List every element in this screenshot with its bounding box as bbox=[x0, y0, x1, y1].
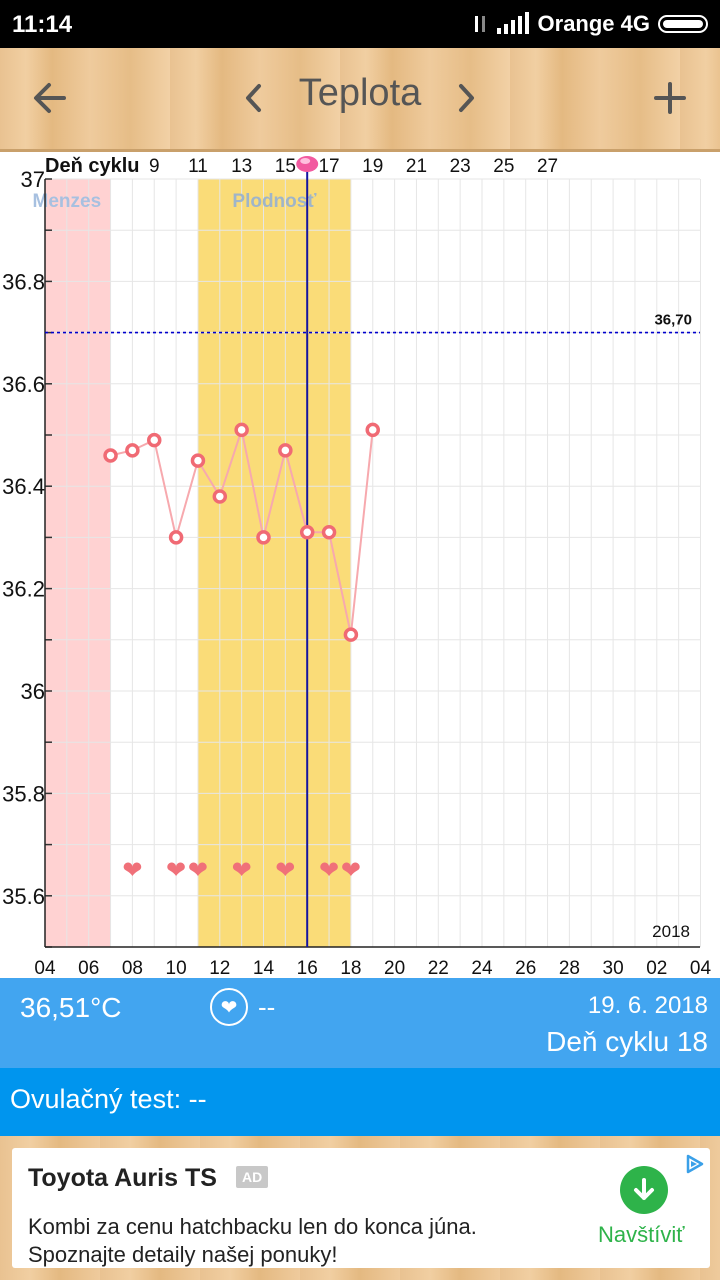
ovulation-test-bar[interactable]: Ovulačný test: -- bbox=[0, 1068, 720, 1136]
signal-icon bbox=[496, 12, 529, 34]
x-tick-label: 18 bbox=[340, 958, 361, 978]
y-tick-label: 36.8 bbox=[2, 269, 45, 294]
x-tick-label: 02 bbox=[646, 958, 667, 978]
cycle-tick-label: 27 bbox=[537, 156, 558, 177]
threshold-label: 36,70 bbox=[654, 312, 692, 329]
add-button[interactable] bbox=[642, 70, 698, 126]
y-tick-label: 36.4 bbox=[2, 474, 45, 499]
download-icon[interactable] bbox=[620, 1166, 668, 1214]
y-tick-label: 37 bbox=[21, 167, 45, 192]
back-button[interactable] bbox=[22, 70, 78, 126]
zone-label-0: Menzes bbox=[33, 191, 102, 212]
y-tick-label: 36 bbox=[21, 679, 45, 704]
ad-card[interactable]: Toyota Auris TS AD Kombi za cenu hatchba… bbox=[12, 1148, 710, 1268]
heart-icon: ❤ bbox=[275, 856, 295, 884]
ovulation-test-label: Ovulačný test: -- bbox=[10, 1084, 207, 1114]
temperature-point[interactable] bbox=[147, 432, 162, 448]
ovulation-marker-highlight bbox=[300, 158, 311, 164]
x-tick-label: 22 bbox=[428, 958, 449, 978]
info-bar: 36,51°C ❤ -- 19. 6. 2018 Deň cyklu 18 bbox=[0, 978, 720, 1068]
x-tick-label: 12 bbox=[209, 958, 230, 978]
next-button[interactable] bbox=[438, 70, 494, 126]
cycle-tick-label: 11 bbox=[188, 156, 208, 177]
x-tick-label: 30 bbox=[603, 958, 624, 978]
cycle-tick-label: 21 bbox=[406, 156, 427, 177]
x-tick-label: 04 bbox=[34, 958, 56, 978]
cycle-tick-label: 17 bbox=[318, 156, 339, 177]
data-transfer-icon bbox=[474, 16, 485, 32]
temperature-point[interactable] bbox=[365, 422, 380, 438]
temperature-point[interactable] bbox=[343, 627, 359, 642]
chart-svg[interactable]: Menzes Plodnosť 37 36.8 36.6 36.4 36.2 36 35.8 35… bbox=[0, 152, 720, 978]
heart-icon[interactable]: ❤ bbox=[210, 988, 248, 1026]
heart-icon: ❤ bbox=[232, 856, 252, 884]
temperature-chart[interactable]: Menzes Plodnosť 37 36.8 36.6 36.4 36.2 36 35.8 35… bbox=[0, 152, 720, 978]
ad-container: Toyota Auris TS AD Kombi za cenu hatchba… bbox=[0, 1136, 720, 1280]
love-value: -- bbox=[258, 992, 276, 1022]
status-bar: 11:14 Orange 4G bbox=[0, 0, 720, 48]
ad-title[interactable]: Toyota Auris TS bbox=[28, 1164, 217, 1192]
plus-icon bbox=[654, 82, 686, 114]
x-tick-label: 06 bbox=[78, 958, 99, 978]
heart-icon: ❤ bbox=[341, 856, 361, 884]
heart-icon: ❤ bbox=[188, 856, 208, 884]
temperature-point[interactable] bbox=[190, 453, 206, 468]
temperature-point[interactable] bbox=[125, 443, 140, 458]
ad-badge: AD bbox=[236, 1166, 269, 1188]
y-tick-label: 36.6 bbox=[2, 372, 45, 397]
x-tick-label: 10 bbox=[166, 958, 187, 978]
x-tick-label: 16 bbox=[297, 958, 318, 978]
temperature-point[interactable] bbox=[299, 525, 315, 540]
ad-cta-button[interactable]: Navštíviť bbox=[598, 1222, 685, 1247]
x-tick-label: 28 bbox=[559, 958, 580, 978]
zone-0 bbox=[45, 179, 111, 947]
cycle-tick-label: 23 bbox=[450, 156, 471, 177]
prev-button[interactable] bbox=[226, 70, 282, 126]
x-tick-label: 14 bbox=[253, 958, 275, 978]
heart-icon: ❤ bbox=[122, 856, 142, 884]
adchoices-icon[interactable] bbox=[682, 1152, 706, 1176]
carrier-label: Orange 4G bbox=[537, 11, 650, 36]
battery-icon bbox=[658, 15, 708, 33]
x-tick-label: 24 bbox=[471, 958, 493, 978]
cycle-day: Deň cyklu 18 bbox=[546, 1026, 708, 1057]
cycle-tick-label: 9 bbox=[149, 156, 160, 177]
y-tick-label: 36.2 bbox=[2, 577, 45, 602]
temperature-point[interactable] bbox=[321, 525, 337, 540]
heart-icon: ❤ bbox=[166, 856, 186, 884]
x-tick-label: 08 bbox=[122, 958, 143, 978]
y-tick-label: 35.8 bbox=[2, 781, 45, 806]
temperature-point[interactable] bbox=[212, 489, 228, 504]
temperature-point[interactable] bbox=[103, 448, 118, 463]
zone-label-1: Plodnosť bbox=[232, 191, 317, 212]
temperature-point[interactable] bbox=[256, 530, 271, 545]
y-tick-label: 35.6 bbox=[2, 884, 45, 909]
temperature-value: 36,51°C bbox=[20, 992, 122, 1023]
cycle-tick-label: 13 bbox=[231, 156, 252, 177]
arrow-down-icon bbox=[634, 1178, 654, 1200]
selected-date: 19. 6. 2018 bbox=[587, 992, 708, 1019]
temperature-point[interactable] bbox=[234, 422, 249, 438]
year-label: 2018 bbox=[652, 922, 690, 941]
ad-text-line-1: Kombi za cenu hatchbacku len do konca jú… bbox=[28, 1214, 477, 1239]
chevron-right-icon bbox=[459, 84, 474, 112]
x-tick-label: 04 bbox=[690, 958, 712, 978]
cycle-tick-label: 25 bbox=[493, 156, 514, 177]
cycle-tick-label: 15 bbox=[275, 156, 296, 177]
cycle-tick-label: 19 bbox=[362, 156, 383, 177]
zone-1 bbox=[197, 179, 351, 947]
temperature-point[interactable] bbox=[168, 530, 184, 545]
x-tick-label: 20 bbox=[384, 958, 405, 978]
x-tick-label: 26 bbox=[515, 958, 536, 978]
cycle-axis-label: Deň cyklu bbox=[45, 155, 139, 177]
ad-text-line-2: Spoznajte detaily našej ponuky! bbox=[28, 1242, 338, 1267]
page-title: Teplota bbox=[298, 72, 422, 114]
toolbar: Teplota bbox=[0, 48, 720, 152]
chevron-left-icon bbox=[246, 84, 261, 112]
status-indicators: Orange 4G bbox=[472, 11, 708, 37]
heart-icon: ❤ bbox=[319, 856, 339, 884]
status-time: 11:14 bbox=[12, 11, 73, 38]
temperature-point[interactable] bbox=[278, 443, 293, 458]
arrow-left-icon bbox=[34, 83, 66, 113]
